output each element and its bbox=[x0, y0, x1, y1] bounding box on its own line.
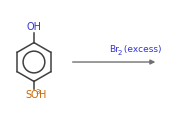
Text: 3: 3 bbox=[35, 89, 40, 95]
Text: OH: OH bbox=[27, 22, 41, 32]
Text: O: O bbox=[30, 90, 38, 100]
Text: Br: Br bbox=[109, 45, 119, 54]
Text: H: H bbox=[39, 90, 46, 100]
Text: 2: 2 bbox=[117, 50, 122, 56]
Text: S: S bbox=[25, 90, 31, 100]
Text: (excess): (excess) bbox=[121, 45, 161, 54]
